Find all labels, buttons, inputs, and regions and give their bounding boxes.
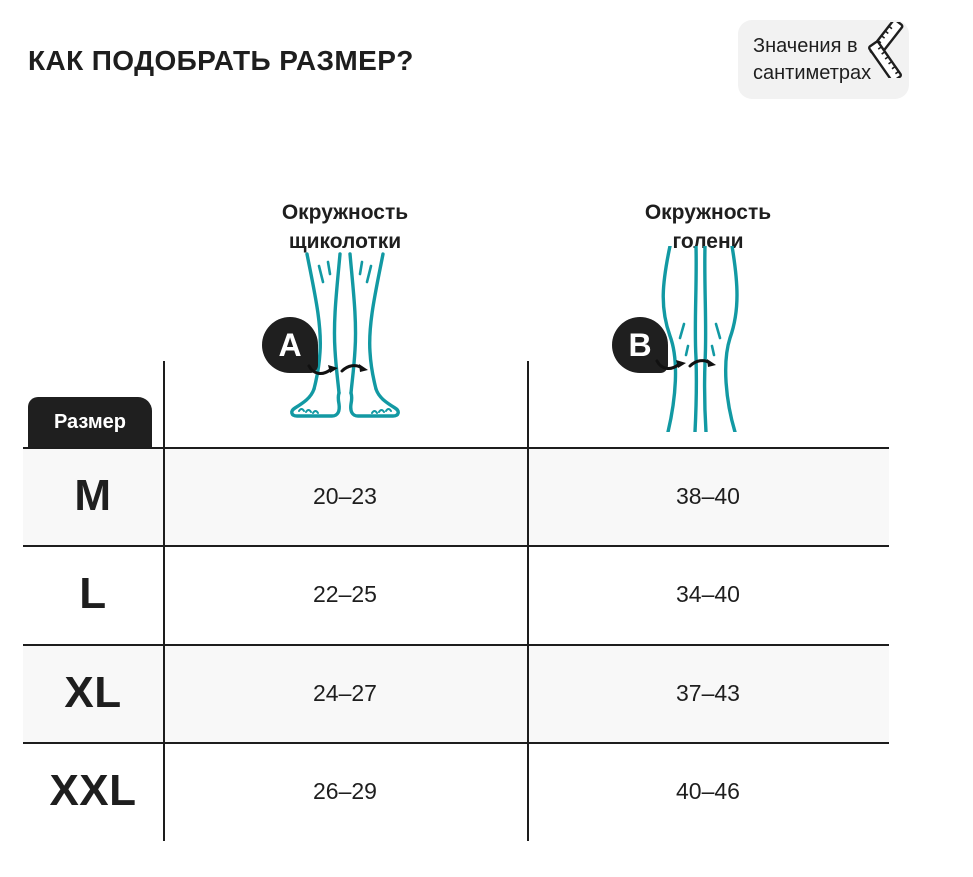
ankles-legs-icon bbox=[290, 252, 400, 418]
ankle-cell: 26–29 bbox=[313, 777, 377, 804]
calf-cell: 34–40 bbox=[676, 580, 740, 607]
table-horizontal-divider bbox=[23, 545, 889, 547]
table-vertical-divider bbox=[163, 361, 165, 841]
units-badge: Значения в сантиметрах bbox=[738, 20, 909, 99]
table-row: L 22–25 34–40 bbox=[23, 545, 889, 643]
row-stripe bbox=[23, 447, 889, 545]
table-horizontal-divider bbox=[23, 447, 889, 449]
ankle-cell: 24–27 bbox=[313, 679, 377, 706]
table-row: XXL 26–29 40–46 bbox=[23, 742, 889, 840]
units-badge-line1: Значения в bbox=[753, 35, 858, 57]
table-row: M 20–23 38–40 bbox=[23, 447, 889, 545]
size-cell: XXL bbox=[49, 766, 137, 815]
size-corner-label-text: Размер bbox=[53, 410, 127, 433]
table-vertical-divider bbox=[527, 361, 529, 841]
table-horizontal-divider bbox=[23, 742, 889, 744]
row-stripe bbox=[23, 644, 889, 742]
marker-b-letter: B bbox=[628, 326, 652, 363]
measuring-tape-icon bbox=[868, 22, 904, 78]
size-cell: M bbox=[74, 471, 112, 520]
page-title: КАК ПОДОБРАТЬ РАЗМЕР? bbox=[28, 45, 414, 76]
size-cell: XL bbox=[64, 668, 122, 717]
ankle-cell: 22–25 bbox=[313, 580, 377, 607]
circumference-arrows-b-icon bbox=[655, 359, 716, 370]
units-badge-text: Значения в сантиметрах bbox=[753, 33, 871, 87]
calf-header-line2: голени bbox=[672, 230, 744, 253]
size-corner-label: Размер bbox=[28, 397, 152, 447]
table-horizontal-divider bbox=[23, 644, 889, 646]
circumference-arrows-a-icon bbox=[307, 364, 368, 375]
column-header-calf: Окружность голени bbox=[527, 198, 889, 256]
calf-cell: 37–43 bbox=[676, 679, 740, 706]
marker-a-letter: A bbox=[278, 326, 302, 363]
table-row: XL 24–27 37–43 bbox=[23, 644, 889, 742]
ankle-header-line1: Окружность bbox=[281, 201, 409, 224]
calf-header-line1: Окружность bbox=[644, 201, 772, 224]
calf-cell: 38–40 bbox=[676, 482, 740, 509]
size-cell: L bbox=[79, 569, 107, 618]
units-badge-line2: сантиметрах bbox=[753, 62, 872, 84]
calf-cell: 40–46 bbox=[676, 777, 740, 804]
marker-a-bubble: A bbox=[262, 317, 318, 373]
column-header-ankle: Окружность щиколотки bbox=[163, 198, 527, 256]
ankle-header-line2: щиколотки bbox=[288, 230, 402, 253]
ankle-cell: 20–23 bbox=[313, 482, 377, 509]
